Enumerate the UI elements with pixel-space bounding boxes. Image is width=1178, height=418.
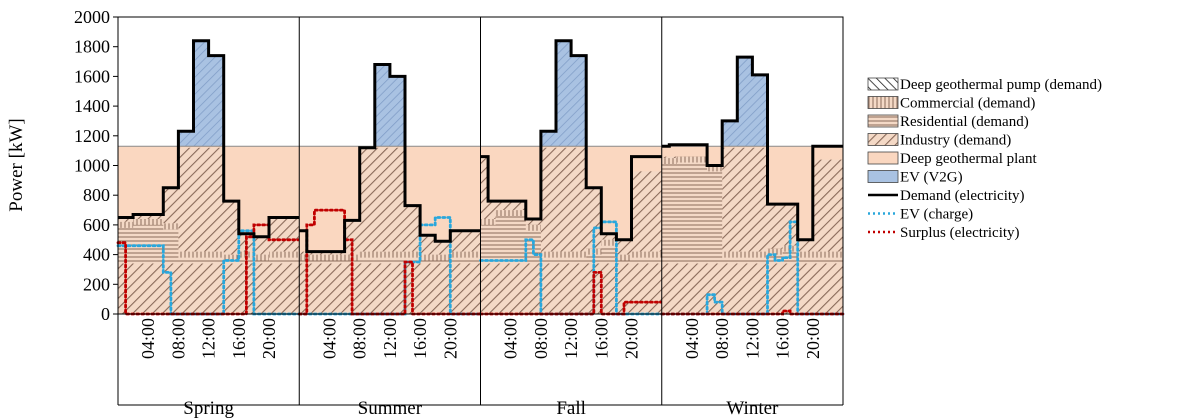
legend-label: Deep geothermal plant <box>900 151 1037 167</box>
commercial-area-summer <box>299 251 481 261</box>
legend: Deep geothermal pump (demand) Commercial … <box>867 77 1102 241</box>
legend-entry: Demand (electricity) <box>868 188 1025 204</box>
pump-area-spring <box>118 263 300 314</box>
legend-label: Surplus (electricity) <box>900 225 1020 241</box>
x-tick-label: 08:00 <box>350 318 370 359</box>
x-tick-label: 04:00 <box>319 318 339 359</box>
y-tick-label: 800 <box>83 185 110 205</box>
legend-entry: Industry (demand) <box>867 133 1011 149</box>
legend-label: Industry (demand) <box>900 133 1011 149</box>
industry-area-spring <box>118 147 300 255</box>
commercial-area-spring <box>118 219 300 261</box>
x-tick-label: 12:00 <box>380 318 400 359</box>
season-spring <box>116 39 301 316</box>
x-tick-label: 04:00 <box>138 318 158 359</box>
legend-label: Deep geothermal pump (demand) <box>900 77 1102 93</box>
legend-label: EV (charge) <box>900 207 973 223</box>
legend-label: Commercial (demand) <box>900 96 1035 112</box>
season-label-fall: Fall <box>556 398 586 418</box>
legend-swatch <box>867 151 899 165</box>
x-axis: 04:00 08:00 12:00 16:00 20:00 Spring 04:00 08:0… <box>117 17 844 418</box>
x-tick-label: 20:00 <box>259 318 279 359</box>
y-tick-label: 1000 <box>74 156 110 176</box>
v2g-area-winter <box>661 57 843 147</box>
y-tick-label: 2000 <box>74 7 110 27</box>
season-label-winter: Winter <box>726 398 779 418</box>
y-axis: 0 200 400 600 800 1000 1200 1400 1600 1800 2000 <box>74 7 118 324</box>
pump-area-fall <box>480 263 662 314</box>
legend-label: Residential (demand) <box>900 114 1029 130</box>
v2g-area-summer <box>299 64 481 147</box>
y-tick-label: 400 <box>83 245 110 265</box>
y-axis-label: Power [kW] <box>6 118 27 211</box>
x-tick-label: 04:00 <box>682 318 702 359</box>
y-tick-label: 1600 <box>74 66 110 86</box>
demand-line-spring <box>118 39 300 239</box>
legend-label: Demand (electricity) <box>900 188 1025 204</box>
pump-area-winter <box>661 263 843 314</box>
industry-area-fall <box>480 147 662 255</box>
commercial-area-fall <box>480 210 662 261</box>
demand-line-fall <box>480 39 662 242</box>
legend-entry: EV (V2G) <box>867 170 963 186</box>
legend-swatch <box>867 170 899 183</box>
x-tick-label: 08:00 <box>531 318 551 359</box>
residential-area-winter <box>661 156 843 264</box>
legend-entry: Residential (demand) <box>867 114 1029 130</box>
v2g-area-fall <box>480 40 662 147</box>
x-tick-label: 16:00 <box>591 318 611 359</box>
x-tick-label: 12:00 <box>199 318 219 359</box>
season-label-spring: Spring <box>183 398 234 418</box>
season-winter <box>660 55 845 316</box>
season-label-summer: Summer <box>358 398 423 418</box>
y-tick-label: 1400 <box>74 96 110 116</box>
y-tick-label: 1200 <box>74 126 110 146</box>
legend-swatch <box>867 96 899 109</box>
legend-label: EV (V2G) <box>900 170 963 186</box>
x-tick-label: 16:00 <box>229 318 249 359</box>
x-tick-label: 12:00 <box>742 318 762 359</box>
legend-swatch <box>867 77 899 91</box>
demand-line-summer <box>299 63 481 254</box>
season-fall <box>479 39 664 316</box>
y-tick-label: 200 <box>83 274 110 294</box>
industry-area-summer <box>299 147 481 255</box>
v2g-area-spring <box>118 40 300 147</box>
x-tick-label: 20:00 <box>803 318 823 359</box>
plot-area <box>116 16 845 316</box>
x-tick-label: 16:00 <box>410 318 430 359</box>
y-tick-label: 600 <box>83 215 110 235</box>
x-tick-label: 08:00 <box>168 318 188 359</box>
demand-line-winter <box>661 55 843 242</box>
x-tick-label: 20:00 <box>622 318 642 359</box>
legend-entry: Commercial (demand) <box>867 96 1035 112</box>
x-tick-label: 08:00 <box>712 318 732 359</box>
legend-swatch <box>867 133 899 146</box>
y-tick-label: 0 <box>101 304 110 324</box>
x-tick-label: 12:00 <box>561 318 581 359</box>
pump-area-summer <box>299 263 481 314</box>
legend-entry: EV (charge) <box>868 207 973 223</box>
x-tick-label: 04:00 <box>501 318 521 359</box>
legend-entry: Deep geothermal pump (demand) <box>867 77 1102 93</box>
legend-entry: Deep geothermal plant <box>867 151 1037 167</box>
season-summer <box>297 63 482 316</box>
x-tick-label: 16:00 <box>773 318 793 359</box>
y-tick-label: 1800 <box>74 37 110 57</box>
legend-entry: Surplus (electricity) <box>868 225 1020 241</box>
legend-swatch <box>867 114 899 128</box>
x-tick-label: 20:00 <box>440 318 460 359</box>
